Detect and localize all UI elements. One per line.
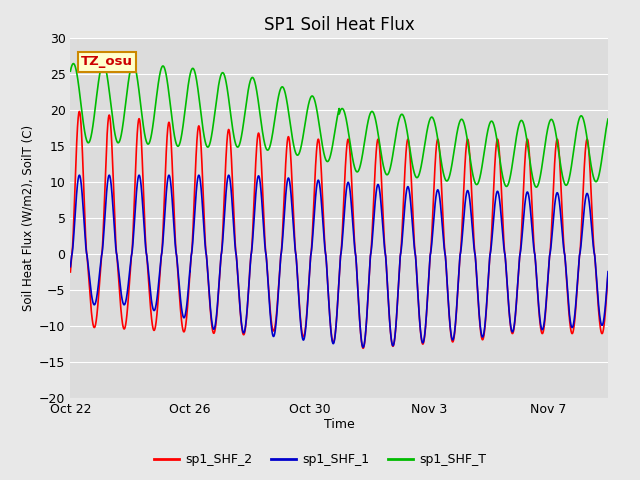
sp1_SHF_T [595, 171, 603, 177]
sp1_SHF_1 [595, 308, 603, 313]
sp1_SHF_1 [491, 203, 499, 208]
Text: TZ_osu: TZ_osu [81, 55, 133, 68]
sp1_SHF_1 [211, 326, 218, 332]
sp1_SHF_T [396, 116, 403, 121]
sp1_SHF_2 [396, 267, 403, 273]
Line: sp1_SHF_1: sp1_SHF_1 [70, 175, 608, 348]
sp1_SHF_2 [595, 314, 603, 320]
sp1_SHF_2 [211, 330, 218, 336]
sp1_SHF_1 [396, 267, 403, 273]
sp1_SHF_1 [359, 345, 367, 350]
sp1_SHF_2 [76, 108, 83, 114]
sp1_SHF_T [491, 125, 499, 131]
sp1_SHF_2 [403, 138, 411, 144]
sp1_SHF_T [403, 129, 411, 134]
sp1_SHF_T [604, 116, 612, 122]
sp1_SHF_1 [76, 172, 83, 178]
sp1_SHF_2 [604, 271, 612, 276]
Y-axis label: Soil Heat Flux (W/m2), SoilT (C): Soil Heat Flux (W/m2), SoilT (C) [22, 125, 35, 312]
sp1_SHF_2 [97, 257, 105, 263]
Title: SP1 Soil Heat Flux: SP1 Soil Heat Flux [264, 16, 415, 34]
sp1_SHF_2 [491, 162, 499, 168]
sp1_SHF_1 [604, 269, 612, 275]
sp1_SHF_T [211, 115, 218, 120]
sp1_SHF_2 [67, 269, 74, 275]
sp1_SHF_T [97, 64, 105, 70]
Legend: sp1_SHF_2, sp1_SHF_1, sp1_SHF_T: sp1_SHF_2, sp1_SHF_1, sp1_SHF_T [148, 448, 492, 471]
sp1_SHF_2 [359, 346, 367, 351]
sp1_SHF_T [532, 184, 540, 190]
Line: sp1_SHF_2: sp1_SHF_2 [70, 111, 608, 348]
sp1_SHF_1 [97, 255, 105, 261]
sp1_SHF_T [70, 61, 77, 67]
Line: sp1_SHF_T: sp1_SHF_T [70, 64, 608, 187]
sp1_SHF_1 [67, 264, 74, 270]
sp1_SHF_1 [403, 185, 411, 191]
sp1_SHF_T [67, 68, 74, 74]
X-axis label: Time: Time [324, 418, 355, 431]
